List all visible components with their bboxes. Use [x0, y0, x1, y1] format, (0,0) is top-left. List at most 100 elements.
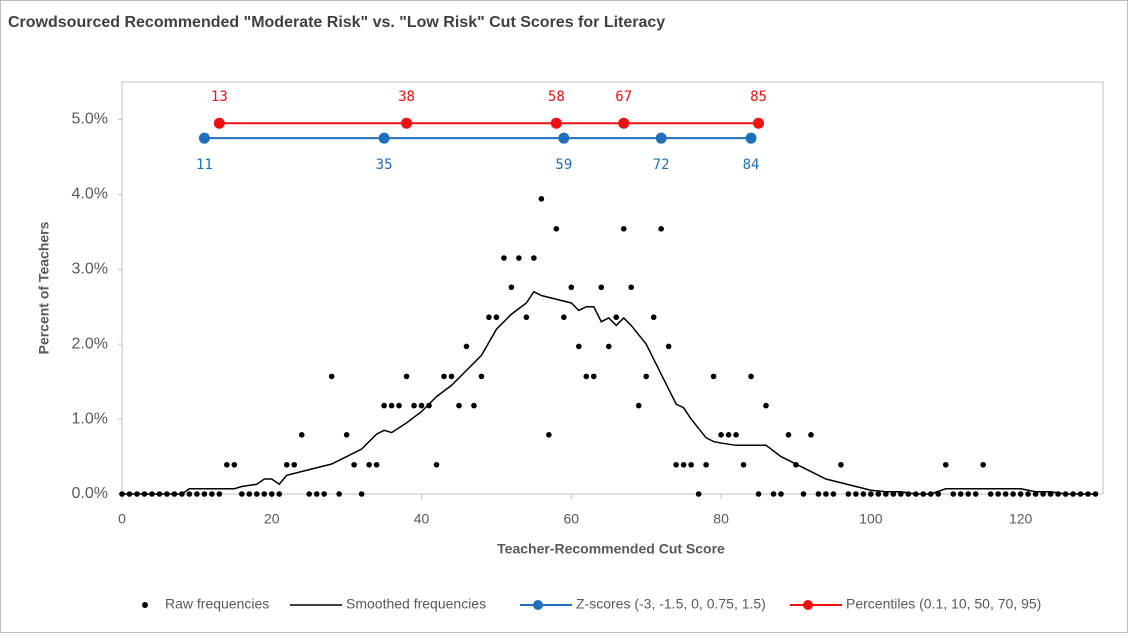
data-point: [808, 432, 814, 438]
data-point: [748, 373, 754, 380]
data-point: [823, 491, 829, 497]
data-label: 13: [211, 89, 228, 105]
x-tick-label: 20: [264, 511, 280, 527]
data-point: [725, 432, 732, 438]
x-axis-title: Teacher-Recommended Cut Score: [497, 541, 725, 557]
data-point: [1040, 491, 1046, 497]
data-point: [321, 491, 327, 497]
data-point: [680, 461, 687, 468]
data-point: [703, 461, 709, 468]
legend-marker: [803, 600, 813, 610]
data-point: [718, 432, 724, 438]
data-point: [276, 491, 283, 497]
data-point: [213, 117, 225, 129]
data-point: [710, 373, 717, 380]
legend-label: Z-scores (-3, -1.5, 0, 0.75, 1.5): [576, 596, 766, 612]
data-point: [838, 461, 844, 468]
y-tick-label: 2.0%: [72, 335, 108, 352]
data-point: [381, 402, 387, 409]
data-point: [1025, 491, 1031, 497]
data-point: [546, 432, 552, 438]
data-point: [695, 491, 702, 497]
data-point: [358, 491, 365, 497]
data-point: [291, 461, 298, 468]
data-point: [957, 491, 964, 497]
data-point: [942, 461, 949, 468]
data-point: [246, 491, 253, 497]
data-point: [216, 491, 223, 497]
data-point: [830, 491, 837, 497]
data-point: [516, 255, 522, 261]
data-point: [426, 402, 432, 409]
y-tick-label: 0.0%: [72, 485, 108, 502]
data-point: [396, 402, 402, 409]
data-point: [351, 461, 357, 468]
data-point: [456, 402, 462, 409]
data-point: [298, 432, 305, 438]
chart-title: Crowdsourced Recommended "Moderate Risk"…: [8, 14, 665, 31]
data-point: [553, 226, 560, 232]
legend-label: Smoothed frequencies: [346, 596, 486, 612]
data-point: [508, 284, 515, 291]
data-point: [194, 491, 200, 497]
data-point: [283, 461, 290, 468]
data-label: 84: [743, 157, 760, 173]
data-label: 35: [376, 157, 393, 173]
data-point: [868, 491, 874, 497]
data-label: 85: [750, 89, 767, 105]
data-point: [411, 402, 417, 409]
data-point: [531, 255, 537, 261]
data-point: [770, 491, 777, 497]
data-point: [336, 491, 342, 497]
data-point: [1032, 491, 1039, 497]
data-point: [753, 117, 765, 129]
data-point: [1092, 491, 1099, 497]
plot-area: [121, 81, 1104, 495]
data-label: 67: [615, 89, 632, 105]
data-point: [550, 117, 562, 129]
data-label: 58: [548, 89, 565, 105]
data-point: [778, 491, 784, 497]
data-point: [198, 132, 210, 144]
data-point: [501, 255, 507, 261]
data-point: [655, 132, 667, 144]
data-point: [1002, 491, 1009, 497]
data-point: [313, 491, 320, 497]
data-point: [239, 491, 245, 497]
data-point: [224, 461, 230, 468]
data-point: [401, 117, 413, 129]
data-point: [590, 373, 597, 380]
data-point: [745, 132, 757, 144]
data-point: [950, 491, 957, 497]
y-tick-label: 1.0%: [72, 410, 108, 427]
x-tick-label: 40: [414, 511, 430, 527]
data-point: [388, 402, 395, 409]
data-point: [433, 461, 440, 468]
data-point: [261, 491, 268, 497]
data-point: [635, 402, 642, 409]
x-tick-label: 120: [1009, 511, 1033, 527]
data-point: [538, 196, 545, 202]
data-point: [418, 402, 425, 409]
data-point: [673, 461, 679, 468]
data-point: [965, 491, 972, 497]
data-point: [618, 117, 630, 129]
data-point: [448, 373, 455, 380]
data-point: [441, 373, 447, 380]
legend-label: Raw frequencies: [165, 596, 269, 612]
data-point: [860, 491, 867, 497]
data-label: 11: [196, 157, 213, 173]
data-point: [853, 491, 859, 497]
data-point: [658, 226, 664, 232]
data-point: [763, 402, 769, 409]
data-point: [628, 284, 635, 291]
data-point: [650, 314, 657, 321]
data-point: [186, 491, 193, 497]
data-point: [785, 432, 792, 438]
series-line: [122, 290, 1096, 495]
data-point: [583, 373, 590, 380]
data-point: [620, 226, 627, 232]
data-point: [209, 491, 215, 497]
data-label: 38: [398, 89, 415, 105]
